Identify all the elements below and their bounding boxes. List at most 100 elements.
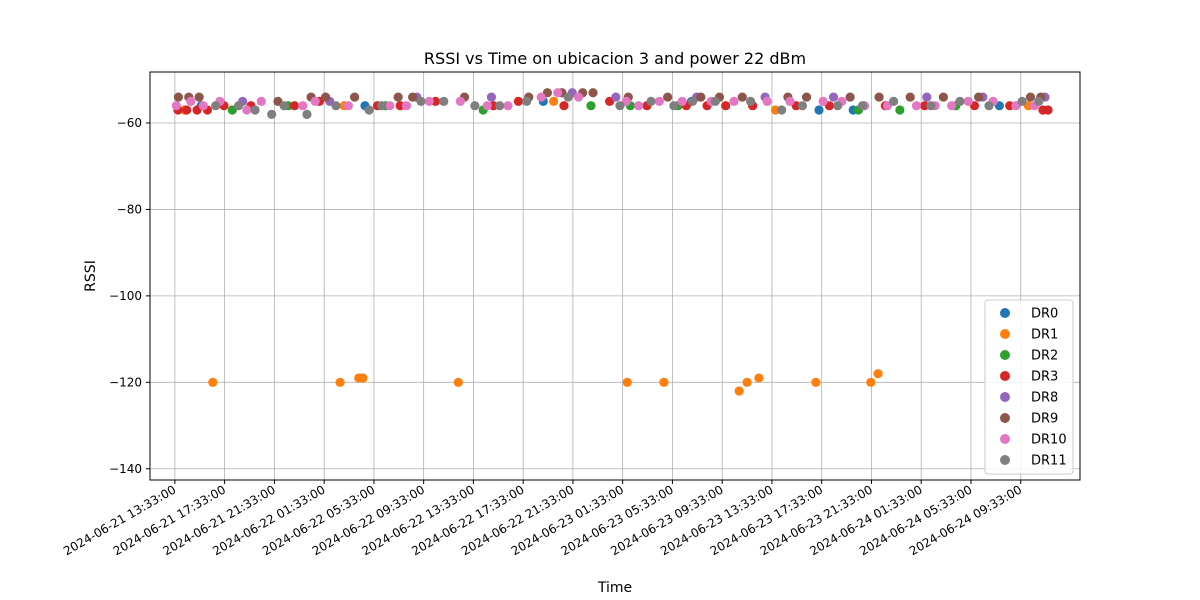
data-point-dr11 <box>745 96 756 106</box>
data-point-dr8 <box>828 92 839 102</box>
chart-title: RSSI vs Time on ubicacion 3 and power 22… <box>424 49 806 68</box>
data-point-dr11 <box>376 101 387 111</box>
legend-entry-label: DR9 <box>1031 412 1058 427</box>
data-point-dr11 <box>687 96 698 106</box>
data-point-dr9 <box>905 92 915 102</box>
data-point-dr11 <box>833 101 843 111</box>
legend-entry-label: DR3 <box>1031 370 1058 385</box>
data-point-dr1 <box>866 377 876 387</box>
grid-lines <box>150 72 1080 480</box>
data-point-dr9 <box>408 92 418 102</box>
legend-entry-label: DR11 <box>1031 454 1067 469</box>
data-point-dr10 <box>256 96 266 106</box>
legend-marker <box>1000 308 1010 318</box>
data-point-dr11 <box>250 105 260 115</box>
data-point-dr10 <box>198 101 208 111</box>
data-point-dr0 <box>814 105 824 115</box>
data-point-dr2 <box>586 101 596 111</box>
data-point-dr11 <box>563 92 573 102</box>
x-axis-label: Time <box>597 580 632 596</box>
data-point-dr10 <box>503 101 513 111</box>
data-point-dr10 <box>553 88 563 98</box>
data-point-dr10 <box>310 96 320 106</box>
data-point-dr10 <box>963 96 973 106</box>
data-point-dr11 <box>279 101 289 111</box>
legend-box <box>984 299 1074 475</box>
data-point-dr3 <box>721 101 731 111</box>
data-point-dr10 <box>677 96 687 106</box>
data-point-dr9 <box>938 92 948 102</box>
data-point-dr10 <box>385 101 395 111</box>
data-point-dr11 <box>955 96 965 106</box>
y-axis-label: RSSI <box>83 260 99 292</box>
data-point-dr1 <box>549 96 559 106</box>
legend-entry-label: DR10 <box>1031 433 1067 448</box>
data-point-dr10 <box>729 96 739 106</box>
data-point-dr11 <box>797 101 808 111</box>
legend-marker <box>1000 350 1010 360</box>
legend-marker <box>1000 371 1010 381</box>
data-point-dr11 <box>926 101 936 111</box>
data-point-dr3 <box>559 101 569 111</box>
data-point-dr8 <box>486 92 497 102</box>
data-point-dr9 <box>350 92 360 102</box>
data-point-dr9 <box>737 92 747 102</box>
legend-marker <box>1000 455 1010 465</box>
data-point-dr1 <box>742 377 752 387</box>
data-point-dr10 <box>785 96 795 106</box>
data-point-dr10 <box>424 96 434 106</box>
data-point-dr3 <box>289 101 300 111</box>
data-point-dr11 <box>889 96 899 106</box>
data-point-dr9 <box>1025 92 1036 102</box>
data-point-dr9 <box>874 92 884 102</box>
data-point-dr1 <box>453 377 463 387</box>
data-point-dr10 <box>482 101 492 111</box>
data-point-dr1 <box>358 373 368 383</box>
legend-marker <box>1000 392 1010 402</box>
data-point-dr9 <box>194 92 204 102</box>
data-point-dr8 <box>611 92 621 102</box>
data-point-dr11 <box>857 101 868 111</box>
data-point-dr10 <box>536 92 546 102</box>
data-point-dr10 <box>186 96 196 106</box>
data-point-dr11 <box>364 105 374 115</box>
data-point-dr11 <box>495 101 505 111</box>
data-point-dr11 <box>777 105 787 115</box>
data-point-dr10 <box>654 96 664 106</box>
data-point-dr9 <box>320 92 331 102</box>
data-point-dr10 <box>762 96 772 106</box>
data-point-dr1 <box>754 373 764 383</box>
data-point-dr9 <box>974 92 984 102</box>
data-point-dr8 <box>922 92 932 102</box>
data-point-dr9 <box>801 92 812 102</box>
data-point-dr11 <box>984 101 994 111</box>
data-point-dr10 <box>401 101 412 111</box>
data-point-dr11 <box>416 96 426 106</box>
data-point-dr3 <box>513 96 523 106</box>
data-point-dr10 <box>298 101 308 111</box>
legend-entry-label: DR1 <box>1031 328 1058 343</box>
data-point-dr11 <box>710 96 720 106</box>
data-point-dr10 <box>634 101 644 111</box>
plot-area-frame <box>149 71 1081 481</box>
data-point-dr1 <box>335 377 345 387</box>
y-tick-label: −140 <box>109 462 142 476</box>
y-tick-label: −120 <box>109 375 142 389</box>
data-point-dr10 <box>242 105 252 115</box>
data-point-dr11 <box>302 109 312 119</box>
data-point-dr2 <box>895 105 905 115</box>
data-point-dr11 <box>470 101 480 111</box>
data-point-dr11 <box>331 101 341 111</box>
legend-marker <box>1000 413 1010 423</box>
y-tick-label: −80 <box>117 202 142 216</box>
data-point-dr11 <box>669 101 679 111</box>
data-point-dr10 <box>911 101 922 111</box>
data-point-dr9 <box>588 88 598 98</box>
legend-marker <box>1000 329 1010 339</box>
data-point-dr9 <box>663 92 673 102</box>
data-point-dr1 <box>659 377 669 387</box>
legend-marker <box>1000 434 1010 444</box>
data-point-dr11 <box>522 96 532 106</box>
data-point-dr11 <box>646 96 656 106</box>
data-point-dr9 <box>173 92 184 102</box>
